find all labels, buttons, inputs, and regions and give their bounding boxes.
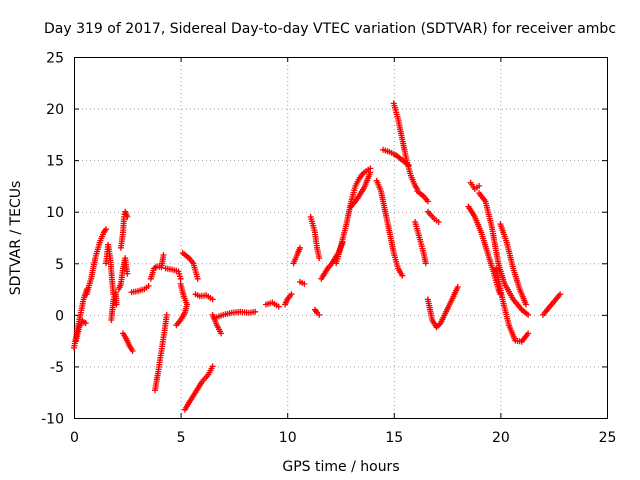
series-arc-19 (211, 308, 259, 321)
y-tick-label: -5 (50, 360, 64, 376)
data-point (275, 303, 282, 310)
data-point (252, 308, 259, 315)
series-arc-40 (493, 265, 532, 345)
series-arc-38 (476, 190, 532, 318)
data-point (124, 213, 131, 220)
series-arc-10 (147, 252, 167, 282)
y-tick-label: 15 (46, 154, 64, 170)
series-arc-04 (103, 241, 117, 298)
data-point (424, 198, 431, 205)
data-point (476, 182, 483, 189)
series-arc-32 (414, 188, 431, 205)
series-arc-07 (115, 255, 131, 293)
series-arc-25 (311, 306, 323, 318)
y-tick-label: 5 (55, 257, 64, 273)
series-arc-08 (120, 330, 136, 354)
data-point (218, 330, 225, 337)
x-tick-label: 25 (599, 430, 617, 446)
series-arc-14 (177, 280, 190, 308)
series-arc-20 (262, 299, 282, 310)
y-tick-label: 25 (46, 51, 64, 67)
data-point (316, 255, 323, 262)
data-point (301, 280, 308, 287)
series-arc-35 (424, 284, 461, 331)
data-point (163, 311, 170, 318)
x-tick-label: 0 (70, 430, 79, 446)
series-arc-36 (467, 179, 483, 192)
data-point (145, 283, 152, 289)
x-axis-label: GPS time / hours (282, 459, 399, 475)
series-arc-15 (179, 250, 201, 282)
series-arc-33 (412, 219, 429, 267)
data-point (177, 275, 184, 282)
series-arc-05 (108, 289, 120, 323)
series-arc-17 (181, 363, 216, 413)
series-arc-12 (162, 265, 184, 282)
data-point (367, 169, 374, 176)
data-point (160, 252, 167, 258)
data-point (82, 320, 89, 327)
data-point (525, 330, 532, 337)
series-arc-41 (540, 291, 564, 318)
data-point (113, 301, 120, 308)
data-point (209, 363, 216, 370)
plot-frame (74, 57, 608, 419)
series-arc-34 (424, 208, 442, 225)
y-tick-label: 0 (55, 308, 64, 324)
y-axis-label: SDTVAR / TECUs (8, 181, 24, 296)
x-tick-label: 10 (279, 430, 297, 446)
x-tick-label: 5 (177, 430, 186, 446)
data-point (316, 311, 323, 318)
data-point (288, 291, 295, 298)
series-arc-39 (497, 221, 529, 308)
y-tick-label: -10 (41, 412, 64, 428)
series-arc-02 (73, 318, 89, 344)
x-tick-label: 20 (492, 430, 510, 446)
series-arc-03 (83, 226, 109, 298)
series-arc-21 (282, 291, 295, 308)
series-arc-31 (390, 100, 421, 192)
series-arc-24 (307, 213, 323, 262)
data-point (297, 244, 303, 251)
series-arc-28 (348, 169, 374, 210)
data-point (194, 275, 201, 282)
y-tick-label: 10 (46, 205, 64, 221)
tick-label-layer: 0 5 10 15 20 25 -10 -5 0 5 10 15 20 25 (41, 51, 616, 447)
series-arc-09 (128, 283, 152, 296)
data-point (209, 296, 216, 303)
data-mark-layer (71, 100, 564, 413)
data-point (124, 270, 131, 277)
data-point (184, 301, 190, 308)
data-point (435, 219, 442, 225)
data-point (454, 284, 461, 290)
data-point (399, 272, 406, 279)
series-arc-16 (192, 291, 216, 303)
series-arc-22 (290, 244, 303, 267)
y-tick-label: 20 (46, 102, 64, 118)
series-arc-06 (117, 208, 131, 251)
tick-layer (74, 57, 608, 419)
data-point (422, 260, 429, 267)
data-point (523, 301, 529, 308)
data-point (525, 311, 532, 318)
x-tick-label: 15 (385, 430, 403, 446)
series-arc-29 (373, 177, 406, 279)
data-point (129, 348, 136, 354)
data-point (103, 226, 109, 233)
chart-title: Day 319 of 2017, Sidereal Day-to-day VTE… (44, 21, 616, 37)
data-point (557, 291, 564, 298)
series-arc-23 (297, 278, 308, 287)
series-arc-11 (152, 311, 170, 394)
